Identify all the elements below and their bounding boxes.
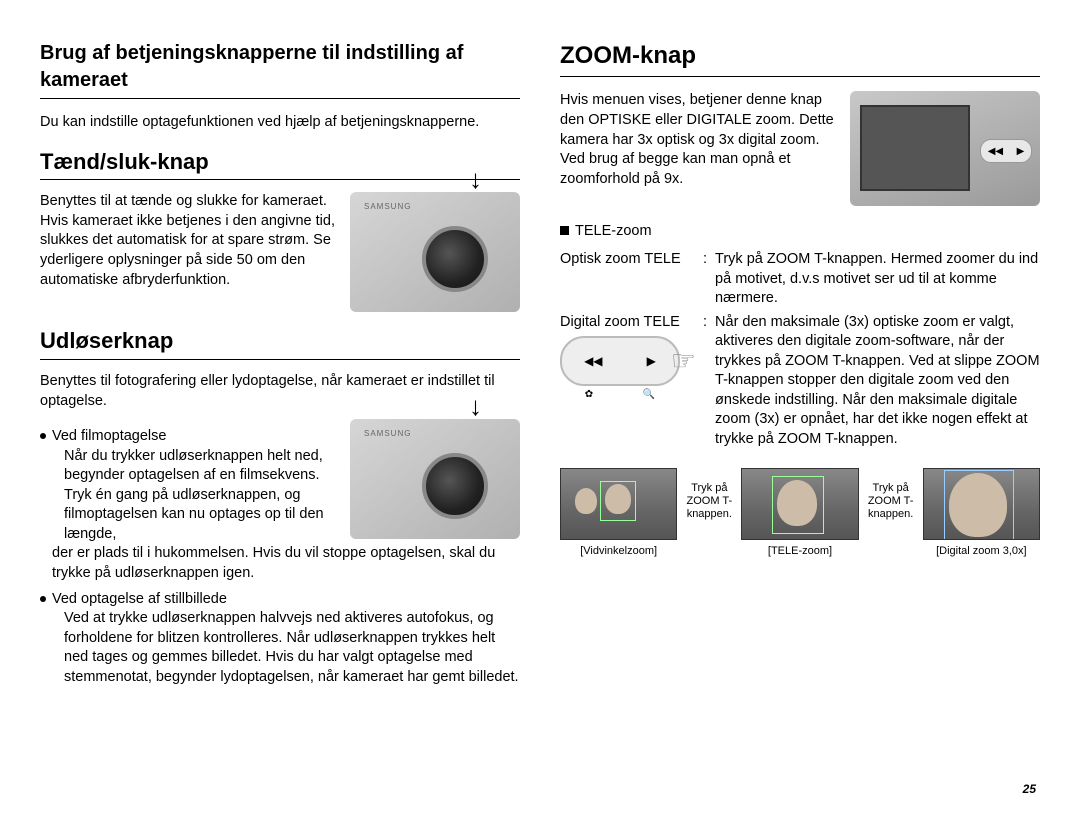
digital-def: Når den maksimale (3x) optiske zoom er v…: [715, 313, 1040, 450]
square-bullet-icon: [560, 226, 569, 235]
sample-wide: [Vidvinkelzoom]: [560, 468, 677, 559]
bullet-film: Ved filmoptagelse Når du trykker udløser…: [40, 427, 336, 544]
zoom-heading: ZOOM-knap: [560, 40, 1040, 77]
zoom-button-illustration: ◀◀ ▶: [560, 336, 680, 386]
digital-row: Digital zoom TELE ◀◀ ▶ ✿ 🔍 : Når den mak…: [560, 313, 1040, 450]
wide-icon: ◀◀: [584, 353, 602, 369]
bullet-dot-icon: [40, 433, 46, 439]
sample-row: [Vidvinkelzoom] Tryk på ZOOM T-knappen. …: [560, 468, 1040, 559]
camera-brand: SAMSUNG: [364, 202, 411, 213]
shutter-intro: Benyttes til fotografering eller lydopta…: [40, 372, 520, 411]
tele-label-text: TELE-zoom: [575, 223, 652, 239]
bullet-dot-icon-2: [40, 596, 46, 602]
left-column: Brug af betjeningsknapperne til indstill…: [40, 40, 520, 691]
tele-label: TELE-zoom: [560, 222, 1040, 242]
left-main-heading: Brug af betjeningsknapperne til indstill…: [40, 40, 520, 99]
shutter-heading: Udløserknap: [40, 326, 520, 360]
power-row: Benyttes til at tænde og slukke for kame…: [40, 192, 520, 312]
tele-icon: ▶: [647, 353, 656, 369]
caption-tele: [TELE-zoom]: [741, 544, 858, 559]
tele-symbol: 🔍: [643, 388, 655, 402]
bullet-still-text: Ved at trykke udløserknappen halvvejs ne…: [52, 609, 520, 687]
shutter-row: Ved filmoptagelse Når du trykker udløser…: [40, 419, 520, 548]
zoom-control-icon: ◀◀▶: [980, 139, 1032, 163]
arrow-note-1: Tryk på ZOOM T-knappen.: [683, 468, 735, 522]
caption-digital: [Digital zoom 3,0x]: [923, 544, 1040, 559]
digital-term: Digital zoom TELE: [560, 313, 695, 333]
sample-digital: [Digital zoom 3,0x]: [923, 468, 1040, 559]
wide-symbol: ✿: [585, 388, 593, 402]
optical-def: Tryk på ZOOM T-knappen. Hermed zoomer du…: [715, 250, 1040, 309]
thumb-tele: [741, 468, 858, 540]
sample-tele: [TELE-zoom]: [741, 468, 858, 559]
bullet-still-title: Ved optagelse af stillbillede: [52, 590, 520, 610]
power-heading: Tænd/sluk-knap: [40, 147, 520, 181]
page-number: 25: [1023, 781, 1036, 797]
right-column: ZOOM-knap Hvis menuen vises, betjener de…: [560, 40, 1040, 691]
camera-brand-2: SAMSUNG: [364, 429, 411, 440]
zoom-intro: Hvis menuen vises, betjener denne knap d…: [560, 91, 836, 189]
arrow-note-2: Tryk på ZOOM T-knappen.: [865, 468, 917, 522]
zoom-intro-row: Hvis menuen vises, betjener denne knap d…: [560, 91, 1040, 206]
camera-screen: [860, 105, 970, 191]
left-intro: Du kan indstille optagefunktionen ved hj…: [40, 113, 520, 133]
camera-front-image: SAMSUNG: [350, 192, 520, 312]
bullet-still: Ved optagelse af stillbillede Ved at try…: [40, 590, 520, 688]
bullet-film-title: Ved filmoptagelse: [52, 427, 336, 447]
caption-wide: [Vidvinkelzoom]: [560, 544, 677, 559]
optical-term: Optisk zoom TELE: [560, 250, 695, 309]
camera-front-image-2: SAMSUNG: [350, 419, 520, 539]
power-text: Benyttes til at tænde og slukke for kame…: [40, 192, 336, 290]
thumb-digital: [923, 468, 1040, 540]
thumb-wide: [560, 468, 677, 540]
camera-back-image: ◀◀▶: [850, 91, 1040, 206]
bullet-film-text-part2: der er plads til i hukommelsen. Hvis du …: [40, 544, 520, 583]
optical-row: Optisk zoom TELE : Tryk på ZOOM T-knappe…: [560, 250, 1040, 309]
bullet-film-text-part1: Når du trykker udløserknappen helt ned, …: [52, 447, 336, 545]
